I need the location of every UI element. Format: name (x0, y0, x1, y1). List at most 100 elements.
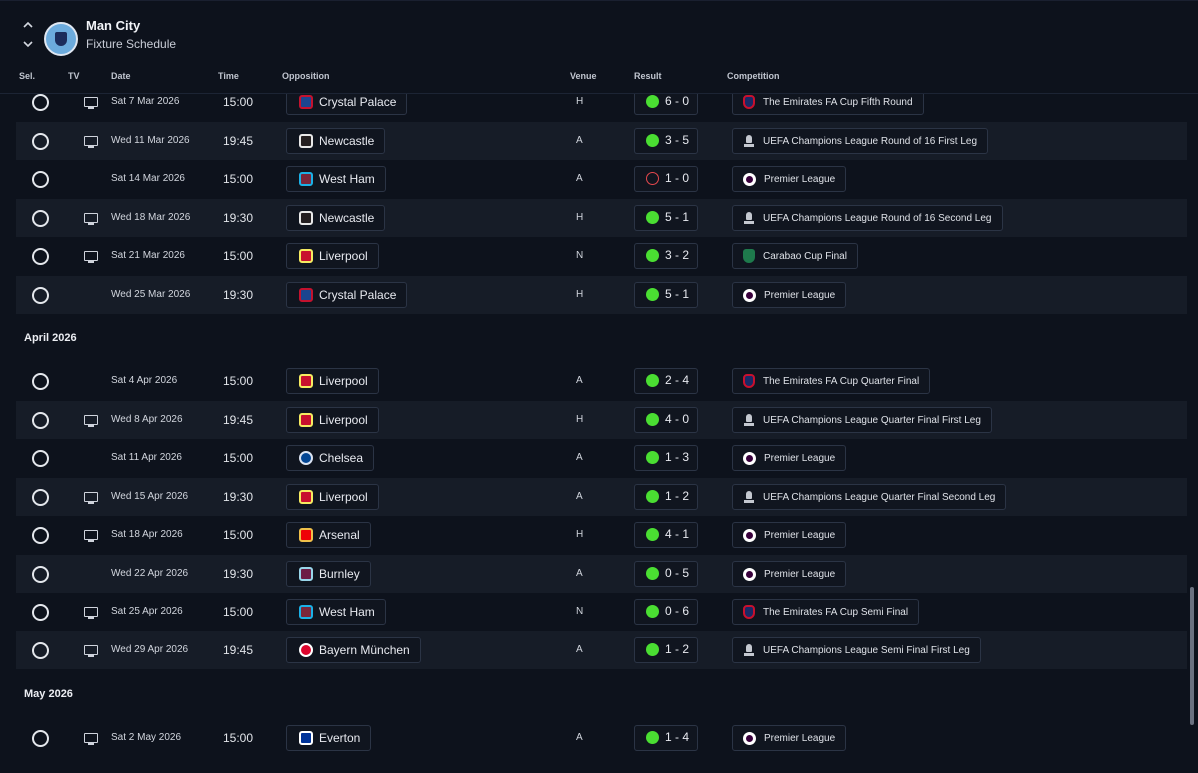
opposition-chip[interactable]: Chelsea (286, 445, 375, 471)
select-radio[interactable] (32, 730, 49, 747)
opposition-chip[interactable]: Burnley (286, 561, 371, 587)
fixture-row[interactable]: Sat 11 Apr 2026 15:00 Chelsea A 1 - 3 Premier… (16, 439, 1187, 477)
result-chip[interactable]: 1 - 3 (634, 445, 698, 471)
competition-chip[interactable]: Premier League (732, 166, 847, 192)
loss-circle-icon (646, 172, 659, 185)
fixture-row[interactable]: Sat 21 Mar 2026 15:00 Liverpool N 3 - 2 Carab… (16, 237, 1187, 275)
fixture-row[interactable]: Sat 7 Mar 2026 15:00 Crystal Palace H 6 - 0 T… (16, 93, 1187, 121)
opposition-chip[interactable]: Newcastle (286, 128, 386, 154)
opposition-chip[interactable]: West Ham (286, 599, 386, 625)
select-radio[interactable] (32, 248, 49, 265)
fixture-row[interactable]: Sat 25 Apr 2026 15:00 West Ham N 0 - 6 The Em… (16, 593, 1187, 631)
select-radio[interactable] (32, 450, 49, 467)
result-chip[interactable]: 1 - 0 (634, 166, 698, 192)
competition-name: The Emirates FA Cup Fifth Round (763, 96, 913, 108)
result-chip[interactable]: 5 - 1 (634, 282, 698, 308)
select-radio[interactable] (32, 527, 49, 544)
fixture-row[interactable]: Wed 15 Apr 2026 19:30 Liverpool A 1 - 2 UEFA … (16, 478, 1187, 516)
fixture-row[interactable]: Sat 14 Mar 2026 15:00 West Ham A 1 - 0 Premie… (16, 160, 1187, 198)
fixture-row[interactable]: Wed 29 Apr 2026 19:45 Bayern München A 1 - 2… (16, 631, 1187, 669)
club-name[interactable]: Man City (86, 18, 141, 33)
select-radio[interactable] (32, 210, 49, 227)
result-chip[interactable]: 3 - 2 (634, 243, 698, 269)
select-radio[interactable] (32, 489, 49, 506)
result-chip[interactable]: 0 - 6 (634, 599, 698, 625)
chevron-up-icon[interactable] (20, 21, 36, 35)
club-badge-icon (299, 374, 313, 388)
opposition-chip[interactable]: Liverpool (286, 484, 379, 510)
opposition-chip[interactable]: Bayern München (286, 637, 421, 663)
select-radio[interactable] (32, 171, 49, 188)
column-header-result[interactable]: Result (634, 71, 662, 81)
opposition-chip[interactable]: Everton (286, 725, 372, 751)
select-radio[interactable] (32, 566, 49, 583)
competition-chip[interactable]: UEFA Champions League Semi Final First L… (732, 637, 981, 663)
fixture-row[interactable]: Wed 25 Mar 2026 19:30 Crystal Palace H 5 - 1… (16, 276, 1187, 314)
competition-chip[interactable]: Premier League (732, 561, 847, 587)
fixture-row[interactable]: Wed 22 Apr 2026 19:30 Burnley A 0 - 5 Premier… (16, 555, 1187, 593)
fixture-date: Wed 22 Apr 2026 (111, 568, 189, 579)
fixture-row[interactable]: Wed 18 Mar 2026 19:30 Newcastle H 5 - 1 UEFA … (16, 199, 1187, 237)
page-subtitle: Fixture Schedule (86, 37, 177, 51)
opposition-chip[interactable]: Liverpool (286, 368, 379, 394)
column-header-sel[interactable]: Sel. (19, 71, 36, 81)
competition-name: UEFA Champions League Semi Final First L… (763, 644, 970, 656)
result-chip[interactable]: 6 - 0 (634, 93, 698, 115)
competition-name: Premier League (764, 529, 836, 541)
select-radio[interactable] (32, 373, 49, 390)
competition-chip[interactable]: The Emirates FA Cup Quarter Final (732, 368, 931, 394)
result-chip[interactable]: 1 - 2 (634, 637, 698, 663)
result-chip[interactable]: 1 - 4 (634, 725, 698, 751)
win-dot-icon (646, 211, 659, 224)
column-header-time[interactable]: Time (218, 71, 239, 81)
competition-chip[interactable]: Premier League (732, 725, 847, 751)
column-header-competition[interactable]: Competition (727, 71, 780, 81)
opposition-chip[interactable]: West Ham (286, 166, 386, 192)
competition-chip[interactable]: The Emirates FA Cup Semi Final (732, 599, 920, 625)
fixture-date: Wed 25 Mar 2026 (111, 289, 191, 300)
result-chip[interactable]: 3 - 5 (634, 128, 698, 154)
result-chip[interactable]: 4 - 1 (634, 522, 698, 548)
fixture-row[interactable]: Sat 2 May 2026 15:00 Everton A 1 - 4 Premier … (16, 719, 1187, 757)
fixture-row[interactable]: Sat 18 Apr 2026 15:00 Arsenal H 4 - 1 Premier… (16, 516, 1187, 554)
select-radio[interactable] (32, 94, 49, 111)
competition-chip[interactable]: Carabao Cup Final (732, 243, 858, 269)
select-radio[interactable] (32, 642, 49, 659)
column-header-venue[interactable]: Venue (570, 71, 597, 81)
column-header-opposition[interactable]: Opposition (282, 71, 330, 81)
column-header-date[interactable]: Date (111, 71, 131, 81)
competition-chip[interactable]: Premier League (732, 282, 847, 308)
result-chip[interactable]: 5 - 1 (634, 205, 698, 231)
scrollbar-thumb[interactable] (1190, 587, 1194, 725)
fixture-row[interactable]: Sat 4 Apr 2026 15:00 Liverpool A 2 - 4 The Em… (16, 362, 1187, 400)
select-radio[interactable] (32, 133, 49, 150)
tv-icon (84, 492, 98, 504)
select-radio[interactable] (32, 412, 49, 429)
club-crest-icon[interactable] (44, 22, 78, 56)
opposition-chip[interactable]: Arsenal (286, 522, 371, 548)
chevron-down-icon[interactable] (20, 41, 36, 55)
competition-chip[interactable]: The Emirates FA Cup Fifth Round (732, 93, 924, 115)
tv-icon (84, 607, 98, 619)
competition-chip[interactable]: Premier League (732, 522, 847, 548)
competition-chip[interactable]: UEFA Champions League Round of 16 First … (732, 128, 989, 154)
result-chip[interactable]: 2 - 4 (634, 368, 698, 394)
result-chip[interactable]: 0 - 5 (634, 561, 698, 587)
fixture-row[interactable]: Wed 11 Mar 2026 19:45 Newcastle A 3 - 5 UEFA … (16, 122, 1187, 160)
opposition-chip[interactable]: Crystal Palace (286, 93, 408, 115)
competition-chip[interactable]: UEFA Champions League Round of 16 Second… (732, 205, 1003, 231)
result-chip[interactable]: 4 - 0 (634, 407, 698, 433)
opposition-chip[interactable]: Liverpool (286, 407, 379, 433)
opposition-chip[interactable]: Newcastle (286, 205, 386, 231)
competition-chip[interactable]: UEFA Champions League Quarter Final Firs… (732, 407, 992, 433)
opposition-chip[interactable]: Crystal Palace (286, 282, 408, 308)
fixture-venue: A (576, 173, 583, 184)
column-header-tv[interactable]: TV (68, 71, 80, 81)
opposition-chip[interactable]: Liverpool (286, 243, 379, 269)
competition-chip[interactable]: Premier League (732, 445, 847, 471)
fixture-row[interactable]: Wed 8 Apr 2026 19:45 Liverpool H 4 - 0 UEFA C… (16, 401, 1187, 439)
select-radio[interactable] (32, 287, 49, 304)
result-chip[interactable]: 1 - 2 (634, 484, 698, 510)
competition-chip[interactable]: UEFA Champions League Quarter Final Seco… (732, 484, 1007, 510)
select-radio[interactable] (32, 604, 49, 621)
